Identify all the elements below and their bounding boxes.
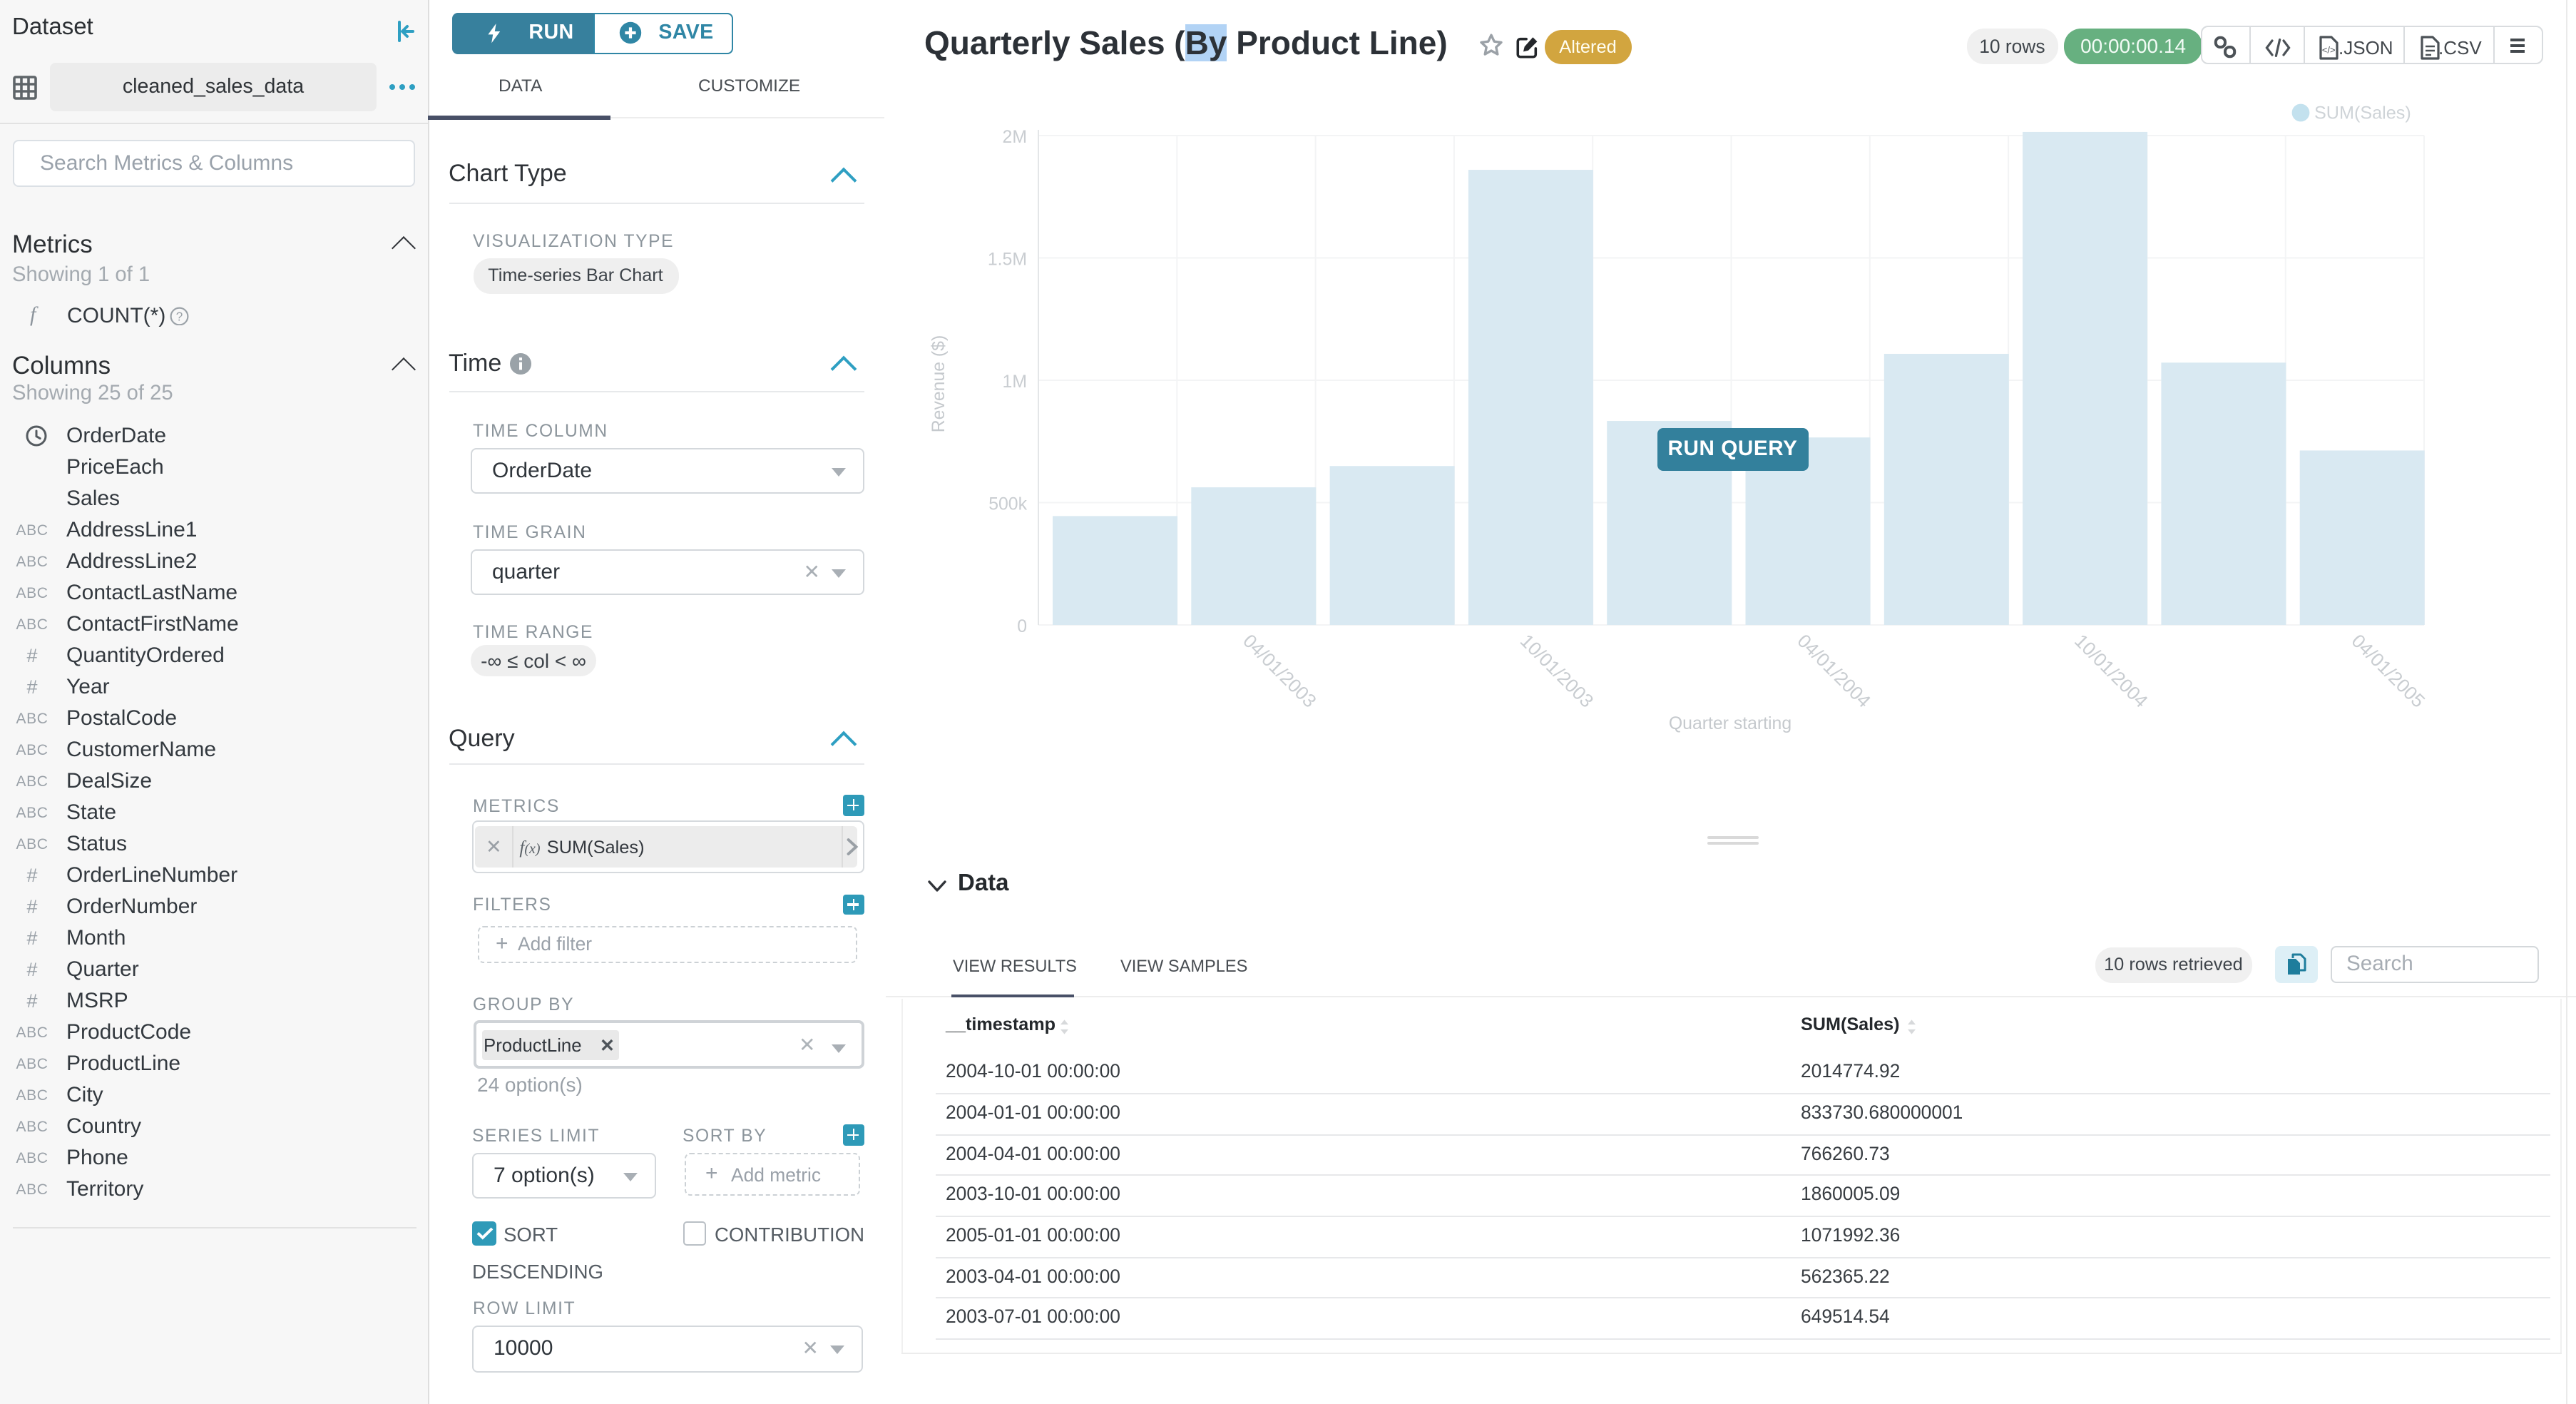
svg-text:SUM(Sales): SUM(Sales): [2314, 103, 2411, 123]
svg-text:2M: 2M: [1003, 128, 1027, 147]
svg-text:</>: </>: [2322, 44, 2336, 55]
svg-text:1.5M: 1.5M: [988, 250, 1027, 270]
svg-text:Revenue ($): Revenue ($): [929, 335, 949, 432]
svg-text:04/01/2004: 04/01/2004: [1793, 630, 1875, 712]
svg-text:04/01/2003: 04/01/2003: [1239, 630, 1321, 712]
svg-text:04/01/2005: 04/01/2005: [2348, 630, 2430, 712]
svg-text:Quarter starting: Quarter starting: [1669, 714, 1792, 733]
svg-text:10/01/2003: 10/01/2003: [1516, 630, 1598, 712]
svg-text:?: ?: [176, 309, 183, 322]
svg-text:10/01/2004: 10/01/2004: [2070, 630, 2152, 712]
svg-text:500k: 500k: [988, 495, 1027, 514]
svg-text:1M: 1M: [1003, 372, 1027, 392]
svg-text:0: 0: [1017, 617, 1027, 636]
